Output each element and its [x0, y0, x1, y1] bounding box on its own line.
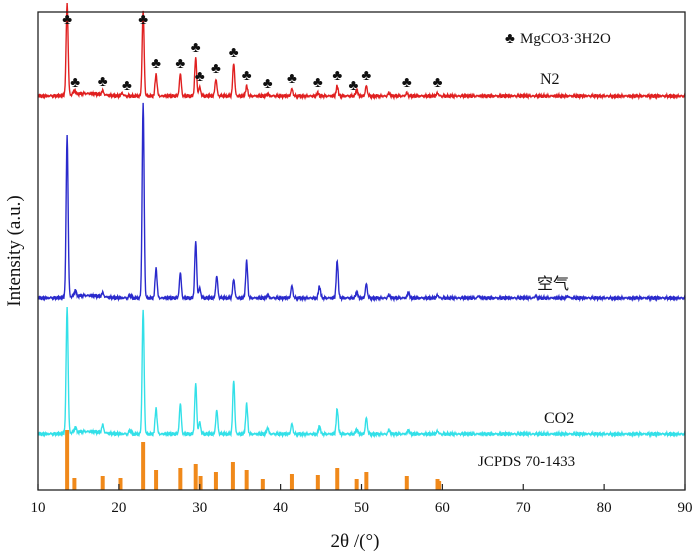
reference-stick	[193, 464, 198, 490]
reference-stick	[65, 430, 70, 490]
air-pattern-line	[37, 102, 686, 303]
club-marker-icon: ♣	[263, 76, 273, 92]
reference-stick	[244, 470, 249, 490]
x-tick-label: 40	[273, 500, 288, 516]
club-marker-icon: ♣	[138, 12, 148, 28]
club-marker-icon: ♣	[433, 75, 443, 91]
reference-stick	[364, 472, 369, 490]
reference-stick	[141, 442, 146, 490]
reference-stick	[230, 462, 235, 490]
club-marker-icon: ♣	[70, 75, 80, 91]
club-marker-icon: ♣	[332, 68, 342, 84]
y-axis-title: Intensity (a.u.)	[4, 195, 25, 306]
x-tick-label: 50	[354, 500, 369, 516]
club-marker-icon: ♣	[313, 75, 323, 91]
club-marker-icon: ♣	[361, 68, 371, 84]
reference-stick	[198, 476, 203, 490]
x-tick-label: 10	[31, 500, 46, 516]
reference-stick	[213, 472, 218, 490]
reference-stick	[335, 468, 340, 490]
x-axis-title: 2θ /(°)	[331, 531, 380, 552]
club-marker-icon: ♣	[211, 61, 221, 77]
n2-pattern-line	[37, 2, 686, 101]
club-marker-icon: ♣	[122, 78, 132, 94]
reference-stick	[437, 481, 442, 490]
series-layer	[37, 2, 686, 439]
x-ticks-layer: 10 20 30 40 50 60 70 80 90	[31, 484, 693, 516]
reference-stick	[289, 474, 294, 490]
club-marker-icon: ♣	[195, 69, 205, 85]
club-marker-icon: ♣	[229, 45, 239, 61]
legend-label: MgCO3·3H2O	[520, 31, 611, 47]
club-marker-icon: ♣	[98, 74, 108, 90]
reference-stick	[100, 476, 105, 490]
x-tick-label: 80	[597, 500, 612, 516]
club-marker-icon: ♣	[287, 71, 297, 87]
reference-stick	[260, 479, 265, 490]
series-label-air: 空气	[537, 275, 569, 293]
reference-stick	[178, 468, 183, 490]
reference-sticks-layer	[65, 430, 442, 490]
peak-markers-layer: ♣♣ ♣ ♣♣♣ ♣♣♣ ♣♣♣ ♣ ♣ ♣ ♣♣♣ ♣ ♣	[62, 12, 442, 94]
co2-pattern-line	[37, 306, 686, 439]
x-tick-label: 20	[111, 500, 126, 516]
reference-stick	[118, 478, 123, 490]
series-label-n2: N2	[540, 71, 560, 88]
reference-stick	[315, 475, 320, 490]
reference-stick	[354, 479, 359, 490]
club-marker-icon: ♣	[191, 40, 201, 56]
x-tick-label: 60	[435, 500, 450, 516]
club-marker-icon: ♣	[62, 12, 72, 28]
club-marker-icon: ♣	[151, 56, 161, 72]
series-label-jcpds: JCPDS 70-1433	[478, 454, 575, 470]
x-tick-label: 70	[516, 500, 531, 516]
legend-club-icon: ♣	[505, 31, 515, 47]
reference-stick	[154, 470, 159, 490]
x-tick-label: 30	[192, 500, 207, 516]
club-marker-icon: ♣	[242, 68, 252, 84]
club-marker-icon: ♣	[402, 75, 412, 91]
legend: ♣ MgCO3·3H2O	[505, 31, 611, 47]
series-label-co2: CO2	[544, 410, 574, 427]
club-marker-icon: ♣	[348, 78, 358, 94]
reference-stick	[72, 478, 77, 490]
club-marker-icon: ♣	[175, 56, 185, 72]
reference-stick	[404, 476, 409, 490]
x-tick-label: 90	[678, 500, 693, 516]
